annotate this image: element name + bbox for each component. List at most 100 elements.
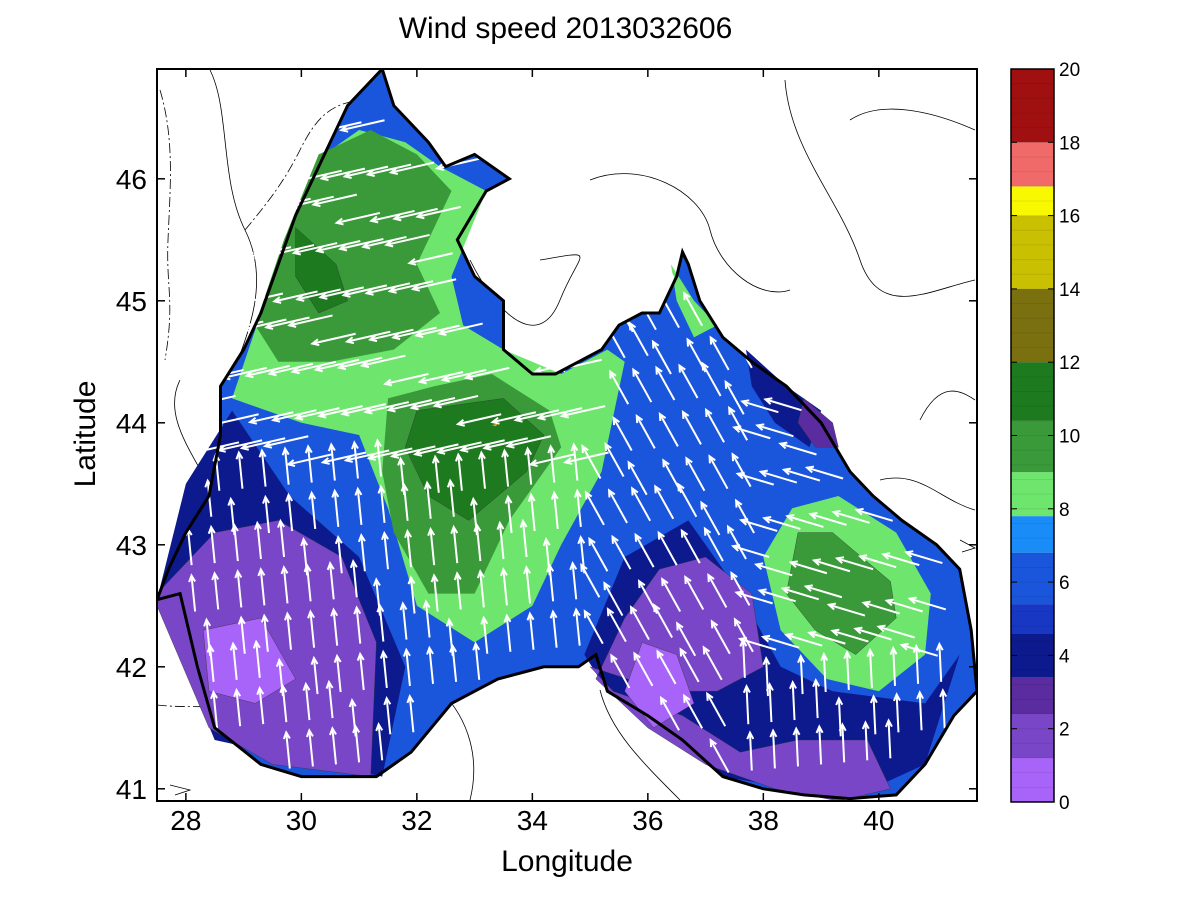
- wind-arrow: [893, 692, 901, 733]
- wind-arrow: [379, 649, 388, 689]
- x-axis: 28 30 32 34 36 38 40: [170, 69, 894, 836]
- plot-frame: [156, 68, 978, 802]
- wind-arrow: [734, 590, 773, 605]
- wind-arrow: [631, 486, 652, 522]
- wind-arrow: [188, 573, 197, 612]
- wind-arrow: [237, 615, 246, 654]
- wind-arrow: [404, 528, 413, 568]
- colorbar-tick-label: 12: [1059, 353, 1080, 374]
- wind-arrow: [344, 330, 391, 345]
- wind-arrow: [724, 379, 745, 415]
- wind-arrow: [857, 554, 897, 569]
- colorbar-band: [1011, 604, 1054, 634]
- wind-arrow: [348, 698, 357, 737]
- wind-arrow: [334, 211, 381, 226]
- wind-arrow: [239, 437, 286, 451]
- wind-arrow: [367, 328, 414, 343]
- wind-arrow: [526, 611, 535, 650]
- wind-arrow: [573, 488, 582, 528]
- wind-arrow: [788, 560, 828, 575]
- wind-arrow: [610, 653, 631, 689]
- wind-arrow: [658, 411, 679, 447]
- wind-arrow: [603, 581, 624, 617]
- wind-arrow: [342, 165, 389, 180]
- wind-arrow: [386, 399, 433, 413]
- wind-arrow: [797, 653, 806, 695]
- wind-arrow: [267, 362, 314, 377]
- wind-arrow: [808, 511, 847, 526]
- wind-arrow: [409, 397, 456, 411]
- wind-arrow: [354, 486, 363, 525]
- wind-arrow: [583, 609, 604, 645]
- wind-arrow: [341, 284, 388, 298]
- colorbar-band: [1011, 142, 1054, 187]
- wind-arrow: [629, 605, 650, 641]
- wind-arrow: [364, 282, 411, 296]
- wind-arrow: [523, 565, 532, 604]
- wind-vectors: [184, 119, 948, 774]
- colorbar-band: [1011, 186, 1054, 216]
- wind-arrow: [710, 619, 731, 655]
- colorbar-tick-label: 10: [1059, 427, 1080, 448]
- wind-arrow: [304, 444, 313, 483]
- wind-arrow: [384, 233, 430, 248]
- wind-arrow: [726, 524, 747, 560]
- wind-arrow: [210, 689, 219, 729]
- wind-arrow: [412, 443, 459, 457]
- wind-arrow: [652, 603, 673, 639]
- colorbar-band: [1011, 516, 1054, 553]
- colorbar-band: [1011, 758, 1054, 802]
- wind-arrow: [513, 409, 560, 423]
- wind-arrow: [654, 484, 675, 520]
- wind-arrow: [329, 726, 338, 765]
- wind-arrow: [211, 571, 220, 610]
- region-central-strong: [405, 398, 545, 521]
- wind-arrow: [737, 636, 777, 651]
- wind-arrow: [628, 321, 649, 357]
- wind-arrow: [792, 726, 801, 767]
- wind-arrow: [503, 613, 512, 652]
- x-tick-label: 36: [632, 805, 663, 836]
- wind-arrow: [678, 363, 699, 399]
- wind-arrow: [455, 413, 502, 427]
- wind-arrow: [501, 448, 510, 487]
- wind-arrow: [500, 567, 508, 606]
- wind-arrow: [308, 490, 317, 530]
- wind-arrow: [463, 366, 510, 381]
- wind-arrow: [899, 642, 939, 657]
- wind-arrow: [524, 446, 533, 485]
- wind-arrow: [820, 651, 829, 693]
- wind-arrow: [701, 361, 722, 397]
- wind-arrow: [300, 537, 309, 576]
- wind-arrow: [804, 465, 844, 480]
- colorbar: 0 2 4 6 8 10 12 14 16 18 20: [1010, 60, 1081, 814]
- wind-arrow: [423, 480, 432, 519]
- wind-arrow: [656, 649, 677, 685]
- region-western-shelf-min: [202, 617, 296, 704]
- wind-arrow: [700, 500, 721, 536]
- wind-arrow: [375, 722, 384, 761]
- wind-arrow: [769, 728, 778, 769]
- wind-arrow: [588, 536, 609, 572]
- wind-arrow: [281, 446, 290, 485]
- wind-arrow: [402, 647, 411, 687]
- wind-arrow: [397, 456, 406, 495]
- wind-arrow: [340, 403, 386, 417]
- wind-arrow: [302, 681, 311, 721]
- y-tick-label: 41: [116, 774, 147, 805]
- wind-arrow: [305, 728, 314, 767]
- wind-arrow: [407, 575, 416, 614]
- wind-arrow: [651, 339, 672, 375]
- wind-arrow: [472, 641, 481, 680]
- wind-arrow: [351, 440, 359, 479]
- wind-arrow: [490, 411, 537, 425]
- wind-arrow: [685, 456, 706, 492]
- wind-arrow: [480, 615, 489, 654]
- wind-arrow: [778, 441, 817, 456]
- wind-arrow: [318, 286, 364, 300]
- wind-arrow: [330, 607, 339, 646]
- wind-arrow: [807, 630, 846, 645]
- colorbar-band: [1011, 420, 1054, 473]
- wind-arrow: [313, 358, 360, 373]
- wind-arrow: [244, 364, 291, 379]
